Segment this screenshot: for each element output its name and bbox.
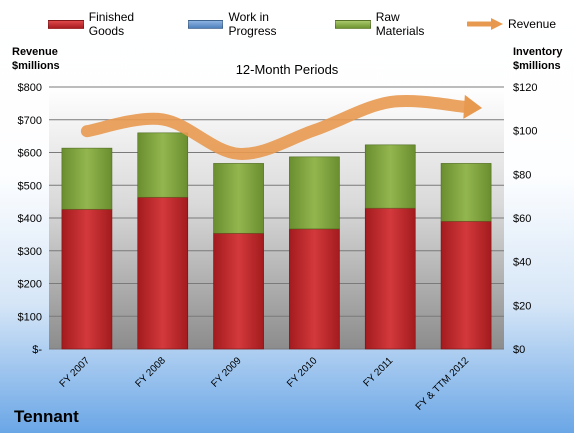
- legend-swatch-work-in-progress: [187, 19, 224, 29]
- right-tick-label: $100: [513, 126, 537, 138]
- right-axis-title: Inventory $millions: [513, 45, 563, 73]
- bar-raw-materials: [137, 132, 189, 198]
- company-name: Tennant: [14, 407, 79, 426]
- legend-arrow-revenue: [466, 18, 503, 30]
- bar-raw-materials: [289, 156, 340, 230]
- left-axis-title-line2: $millions: [12, 60, 60, 72]
- legend-swatch-raw-materials: [334, 19, 371, 29]
- x-tick-label: FY 2008: [133, 355, 168, 390]
- right-tick-label: $80: [513, 169, 531, 181]
- left-tick-label: $400: [18, 213, 42, 225]
- bar-raw-materials: [364, 144, 416, 209]
- left-tick-label: $300: [18, 246, 42, 258]
- chart-legend: Finished Goods Work in Progress Raw Mate…: [48, 10, 574, 38]
- bar-raw-materials: [440, 163, 492, 222]
- bar-finished-goods: [440, 220, 492, 350]
- legend-label-work-in-progress: Work in Progress: [228, 10, 277, 38]
- right-tick-label: $40: [513, 257, 531, 269]
- left-axis-title: Revenue $millions: [12, 45, 60, 73]
- left-tick-label: $700: [18, 115, 42, 127]
- right-tick-label: $120: [513, 82, 537, 94]
- left-tick-label: $200: [18, 279, 42, 291]
- bar-finished-goods: [364, 207, 416, 350]
- left-tick-label: $-: [32, 344, 42, 356]
- legend-item-work-in-progress: Work in Progress: [187, 10, 317, 38]
- right-tick-label: $0: [513, 344, 525, 356]
- legend-label-revenue: Revenue: [507, 17, 556, 31]
- bar-raw-materials: [213, 163, 264, 234]
- x-tick-label: FY 2010: [285, 355, 320, 390]
- x-tick-label: FY & TTM 2012: [414, 355, 472, 413]
- bar-finished-goods: [61, 208, 113, 350]
- legend-label-raw-materials: Raw Materials: [375, 10, 425, 38]
- legend-item-raw-materials: Raw Materials: [334, 10, 449, 38]
- bar-raw-materials: [61, 147, 113, 210]
- legend-item-finished-goods: Finished Goods: [48, 10, 170, 38]
- left-tick-label: $500: [18, 180, 42, 192]
- legend-swatch-finished-goods: [48, 19, 84, 29]
- right-tick-label: $20: [513, 300, 531, 312]
- right-axis-title-line2: $millions: [513, 60, 561, 72]
- chart-title: 12-Month Periods: [235, 62, 339, 77]
- legend-label-finished-goods: Finished Goods: [88, 10, 135, 38]
- left-tick-label: $100: [18, 311, 42, 323]
- x-tick-label: FY 2011: [362, 355, 396, 389]
- legend-item-revenue: Revenue: [466, 17, 556, 31]
- x-tick-label: FY 2007: [58, 355, 93, 390]
- right-tick-label: $60: [513, 213, 531, 225]
- left-tick-label: $600: [18, 148, 42, 160]
- bar-finished-goods: [289, 228, 340, 350]
- revenue-arrowhead: [463, 94, 483, 119]
- right-axis-title-line1: Inventory: [513, 46, 563, 58]
- bar-finished-goods: [213, 232, 264, 350]
- left-tick-label: $800: [18, 82, 42, 94]
- revenue-line: [80, 95, 473, 160]
- x-tick-label: FY 2009: [209, 355, 244, 390]
- bar-finished-goods: [137, 196, 189, 350]
- left-axis-title-line1: Revenue: [12, 46, 58, 58]
